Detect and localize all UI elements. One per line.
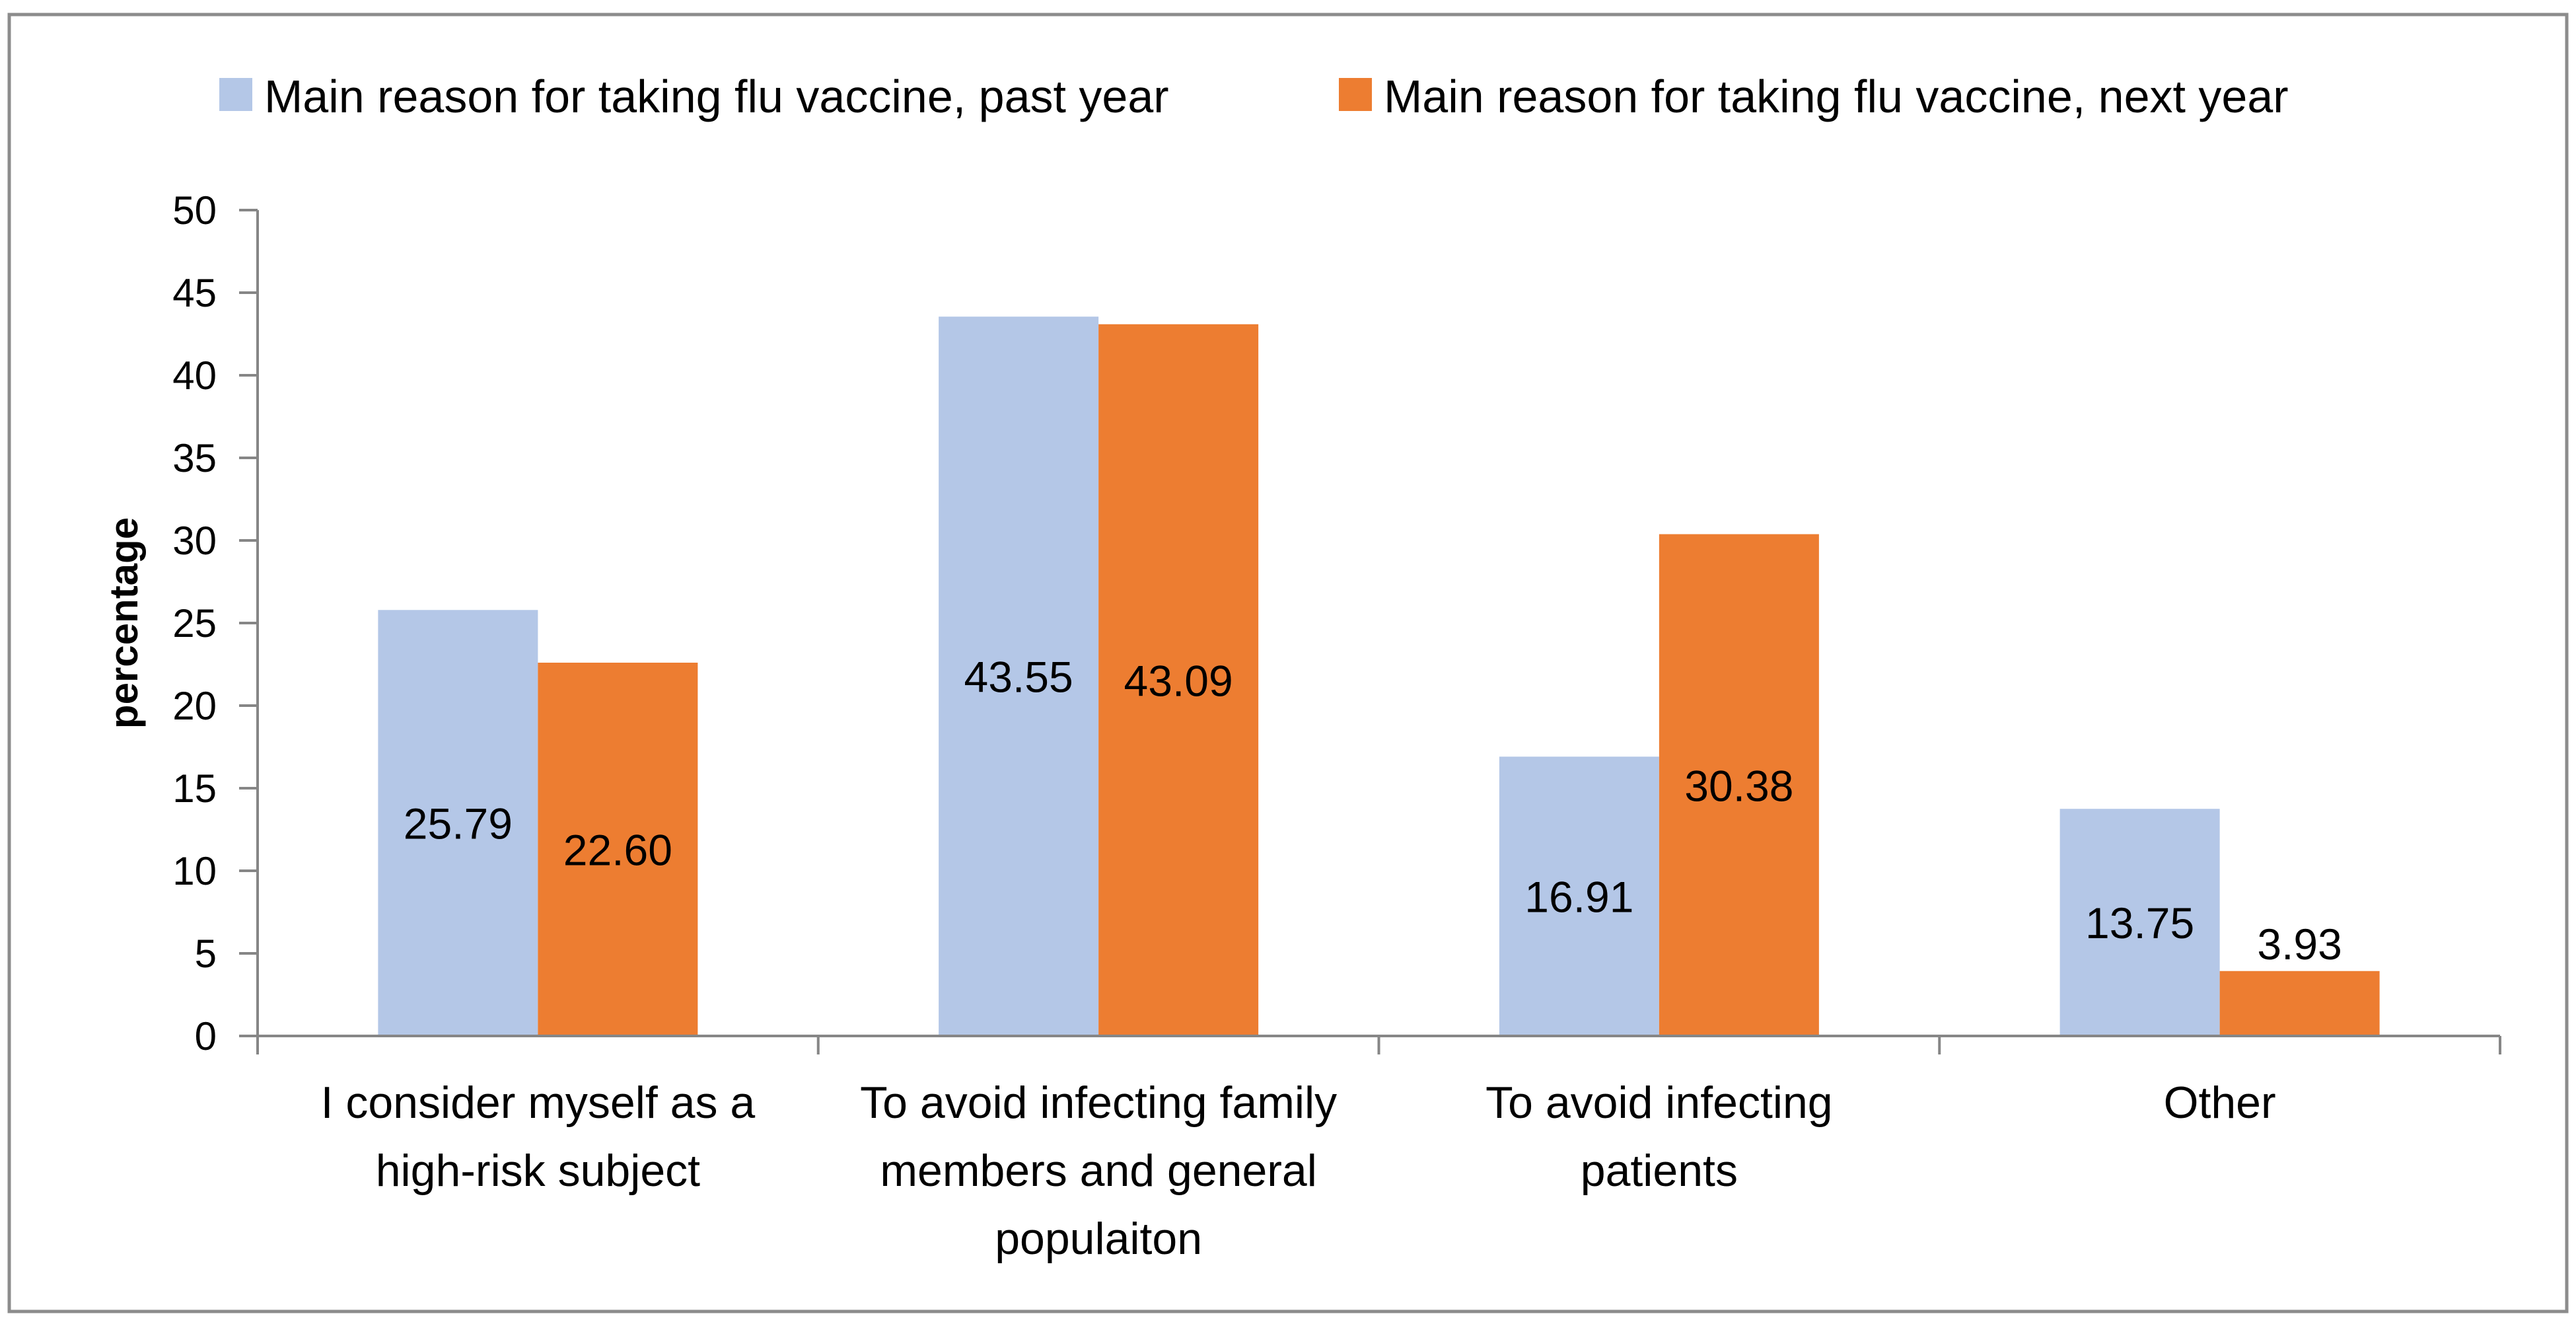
legend-swatch-next-year [1339, 78, 1372, 111]
bar-past-year-3 [2059, 809, 2220, 1036]
y-tick-label: 20 [172, 684, 217, 728]
bar-next-year-3 [2219, 971, 2380, 1036]
data-label-past-year-1: 43.55 [964, 653, 1073, 702]
x-category-label: To avoid infecting [1485, 1078, 1832, 1128]
bar-next-year-2 [1659, 534, 1819, 1036]
data-label-next-year-3: 3.93 [2257, 920, 2342, 969]
data-label-past-year-0: 25.79 [404, 799, 513, 848]
legend-label-past-year: Main reason for taking flu vaccine, past… [264, 71, 1169, 122]
bar-past-year-0 [378, 610, 538, 1036]
legend-swatch-past-year [219, 78, 252, 111]
data-label-past-year-3: 13.75 [2085, 899, 2194, 947]
data-label-next-year-0: 22.60 [563, 826, 672, 875]
x-category-label: members and general [880, 1146, 1316, 1196]
y-tick-label: 15 [172, 766, 217, 811]
x-category-label: Other [2164, 1078, 2276, 1128]
x-category-label: I consider myself as a [321, 1078, 756, 1128]
bars [378, 316, 2380, 1036]
data-label-past-year-2: 16.91 [1524, 873, 1633, 922]
bar-past-year-1 [939, 316, 1099, 1036]
y-tick-label: 50 [172, 188, 217, 233]
legend-label-next-year: Main reason for taking flu vaccine, next… [1384, 71, 2289, 122]
x-category-label: patients [1581, 1146, 1738, 1196]
legend: Main reason for taking flu vaccine, past… [219, 71, 2289, 122]
data-label-next-year-2: 30.38 [1684, 761, 1793, 810]
x-category-label: populaiton [995, 1214, 1202, 1264]
y-tick-label: 30 [172, 519, 217, 563]
x-category-label: high-risk subject [376, 1146, 700, 1196]
y-tick-label: 40 [172, 353, 217, 398]
y-tick-label: 10 [172, 849, 217, 893]
bar-past-year-2 [1499, 756, 1659, 1036]
bar-next-year-0 [538, 663, 698, 1036]
data-label-next-year-1: 43.09 [1124, 656, 1233, 705]
x-axis-labels: I consider myself as a high-risk subject T… [256, 1036, 2501, 1264]
y-tick-label: 45 [172, 271, 217, 315]
y-axis-ticks: 0 5 10 15 20 25 30 35 40 45 50 [172, 188, 258, 1058]
data-labels: 25.79 22.60 43.55 43.09 16.91 30.38 13.75 3.93 [404, 653, 2342, 969]
bar-next-year-1 [1098, 324, 1259, 1036]
y-tick-label: 25 [172, 601, 217, 645]
y-tick-label: 35 [172, 436, 217, 480]
x-category-label: To avoid infecting family [860, 1078, 1337, 1128]
y-tick-label: 5 [195, 932, 217, 976]
y-tick-label: 0 [195, 1014, 217, 1058]
y-axis-title: percentage [102, 517, 146, 729]
